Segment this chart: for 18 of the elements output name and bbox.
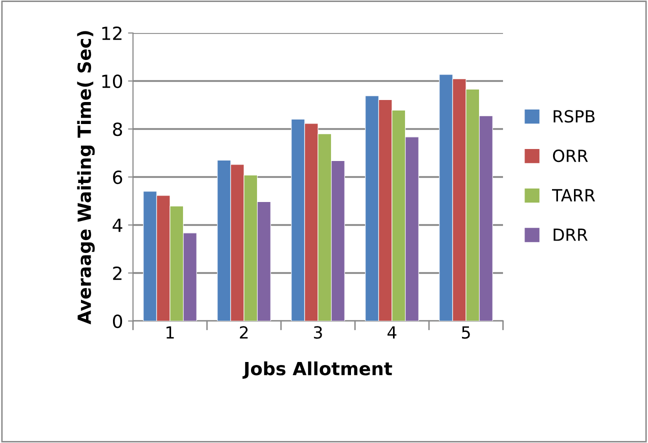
y-tick-label: 8 [113,122,122,136]
y-tick-label: 6 [113,170,122,184]
x-axis-title: Jobs Allotment [242,361,392,379]
y-tick-label: 0 [112,314,122,328]
legend-label: DRR [554,228,588,241]
legend-label: ORR [553,149,588,162]
y-tick-label: 12 [102,26,122,40]
x-tick-label: 2 [240,326,248,339]
legend-label: TARR [552,189,596,202]
y-tick-label: 2 [113,266,122,280]
y-tick-label: 4 [112,218,122,232]
y-axis-title: Averaage Waiting Time( Sec) [77,31,95,324]
y-tick-label: 10 [102,74,122,88]
x-tick-label: 5 [462,326,470,339]
x-tick-label: 3 [314,326,322,339]
x-tick-label: 1 [166,326,174,339]
x-tick-label: 4 [388,326,396,339]
legend-label: RSPB [554,110,595,123]
